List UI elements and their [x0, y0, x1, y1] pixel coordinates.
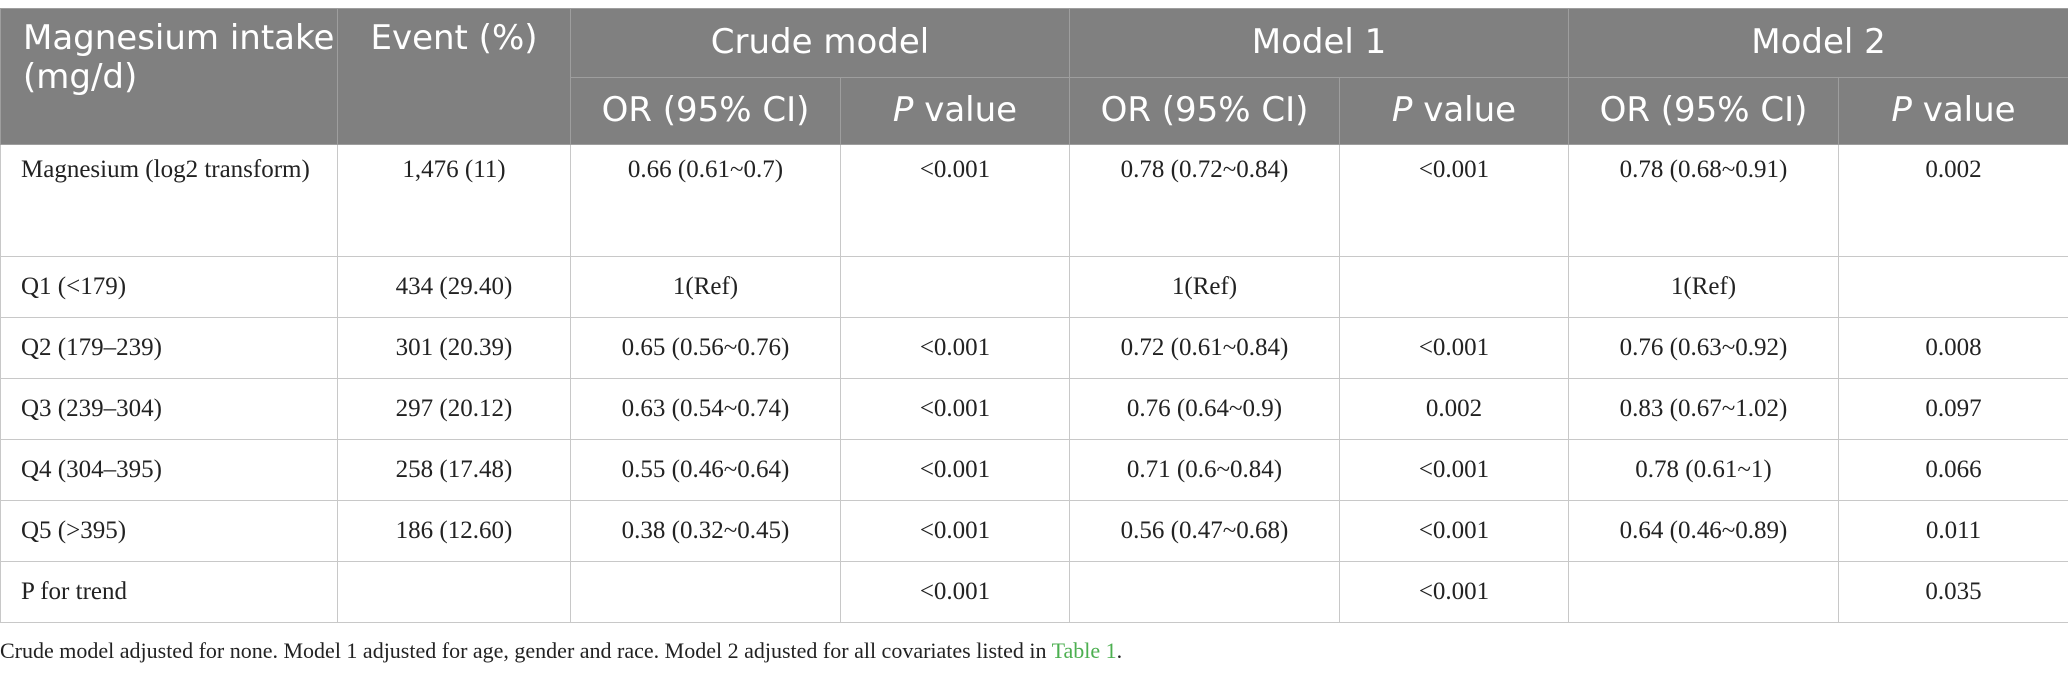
model2-p-cell: 0.035 [1838, 561, 2068, 623]
model1-p-cell: <0.001 [1339, 144, 1570, 257]
row-label: Q1 (<179) [0, 256, 338, 318]
event-cell: 297 (20.12) [337, 378, 571, 440]
model1-or-cell: 0.71 (0.6~0.84) [1069, 439, 1341, 501]
model2-or-cell [1568, 561, 1840, 623]
header-or-crude: OR (95% CI) [570, 77, 841, 145]
event-cell: 186 (12.60) [337, 500, 571, 562]
crude-or-cell: 1(Ref) [570, 256, 841, 318]
table-row: Q3 (239–304) 297 (20.12) 0.63 (0.54~0.74… [0, 378, 2068, 440]
row-label: P for trend [0, 561, 338, 623]
footnote-text: Crude model adjusted for none. Model 1 a… [0, 638, 1052, 663]
row-label: Q5 (>395) [0, 500, 338, 562]
row-label: Q4 (304–395) [0, 439, 338, 501]
model2-or-cell: 0.64 (0.46~0.89) [1568, 500, 1840, 562]
model2-p-cell: 0.097 [1838, 378, 2068, 440]
table-row: Magnesium (log2 transform) 1,476 (11) 0.… [0, 144, 2068, 257]
header-p-model2: P value [1838, 77, 2068, 145]
table-row: Q5 (>395) 186 (12.60) 0.38 (0.32~0.45) <… [0, 500, 2068, 562]
row-label: Q2 (179–239) [0, 317, 338, 379]
footnote-end: . [1116, 638, 1123, 663]
model1-p-cell [1339, 256, 1570, 318]
header-model-2: Model 2 [1568, 8, 2068, 78]
model1-or-cell: 0.56 (0.47~0.68) [1069, 500, 1341, 562]
table-row: P for trend <0.001 <0.001 0.035 [0, 561, 2068, 623]
crude-p-cell: <0.001 [839, 439, 1071, 501]
header-model-1: Model 1 [1069, 8, 1570, 78]
crude-p-cell: <0.001 [839, 561, 1071, 623]
table-footnote: Crude model adjusted for none. Model 1 a… [0, 638, 1122, 664]
model2-p-cell: 0.011 [1838, 500, 2068, 562]
model1-p-cell: <0.001 [1339, 561, 1570, 623]
crude-p-cell: <0.001 [839, 500, 1071, 562]
model2-or-cell: 1(Ref) [1568, 256, 1840, 318]
crude-or-cell: 0.66 (0.61~0.7) [570, 144, 841, 257]
model2-p-cell: 0.066 [1838, 439, 2068, 501]
table-row: Q4 (304–395) 258 (17.48) 0.55 (0.46~0.64… [0, 439, 2068, 501]
model2-or-cell: 0.83 (0.67~1.02) [1568, 378, 1840, 440]
model1-or-cell: 0.78 (0.72~0.84) [1069, 144, 1341, 257]
model1-p-cell: 0.002 [1339, 378, 1570, 440]
model1-p-cell: <0.001 [1339, 439, 1570, 501]
table-row: Q1 (<179) 434 (29.40) 1(Ref) 1(Ref) 1(Re… [0, 256, 2068, 318]
model2-p-cell: 0.002 [1838, 144, 2068, 257]
row-label: Q3 (239–304) [0, 378, 338, 440]
model1-or-cell: 0.72 (0.61~0.84) [1069, 317, 1341, 379]
event-cell: 301 (20.39) [337, 317, 571, 379]
results-table-container: Magnesium intake (mg/d) Event (%) Crude … [0, 8, 2068, 623]
results-table: Magnesium intake (mg/d) Event (%) Crude … [0, 8, 2068, 623]
header-crude-model: Crude model [569, 8, 1071, 78]
event-cell: 1,476 (11) [337, 144, 571, 257]
model2-p-cell [1838, 256, 2068, 318]
crude-p-cell: <0.001 [839, 378, 1071, 440]
event-cell: 434 (29.40) [337, 256, 571, 318]
table-row: Q2 (179–239) 301 (20.39) 0.65 (0.56~0.76… [0, 317, 2068, 379]
crude-or-cell: 0.65 (0.56~0.76) [570, 317, 841, 379]
header-p-crude: P value [839, 77, 1071, 145]
model1-p-cell: <0.001 [1339, 500, 1570, 562]
header-p-model1: P value [1339, 77, 1570, 145]
model2-p-cell: 0.008 [1838, 317, 2068, 379]
model1-or-cell [1069, 561, 1341, 623]
crude-p-cell [839, 256, 1071, 318]
model2-or-cell: 0.76 (0.63~0.92) [1568, 317, 1840, 379]
crude-p-cell: <0.001 [839, 317, 1071, 379]
crude-or-cell: 0.63 (0.54~0.74) [570, 378, 841, 440]
header-or-model2: OR (95% CI) [1568, 77, 1840, 145]
model2-or-cell: 0.78 (0.68~0.91) [1568, 144, 1840, 257]
table-1-link[interactable]: Table 1 [1051, 638, 1117, 663]
row-label: Magnesium (log2 transform) [0, 144, 338, 257]
crude-or-cell: 0.55 (0.46~0.64) [570, 439, 841, 501]
event-cell [337, 561, 571, 623]
header-or-model1: OR (95% CI) [1069, 77, 1341, 145]
model1-or-cell: 1(Ref) [1069, 256, 1341, 318]
crude-or-cell: 0.38 (0.32~0.45) [570, 500, 841, 562]
model1-or-cell: 0.76 (0.64~0.9) [1069, 378, 1341, 440]
model1-p-cell: <0.001 [1339, 317, 1570, 379]
header-event: Event (%) [337, 8, 571, 145]
crude-or-cell [570, 561, 841, 623]
crude-p-cell: <0.001 [839, 144, 1071, 257]
event-cell: 258 (17.48) [337, 439, 571, 501]
header-magnesium-intake: Magnesium intake (mg/d) [0, 8, 338, 145]
model2-or-cell: 0.78 (0.61~1) [1568, 439, 1840, 501]
